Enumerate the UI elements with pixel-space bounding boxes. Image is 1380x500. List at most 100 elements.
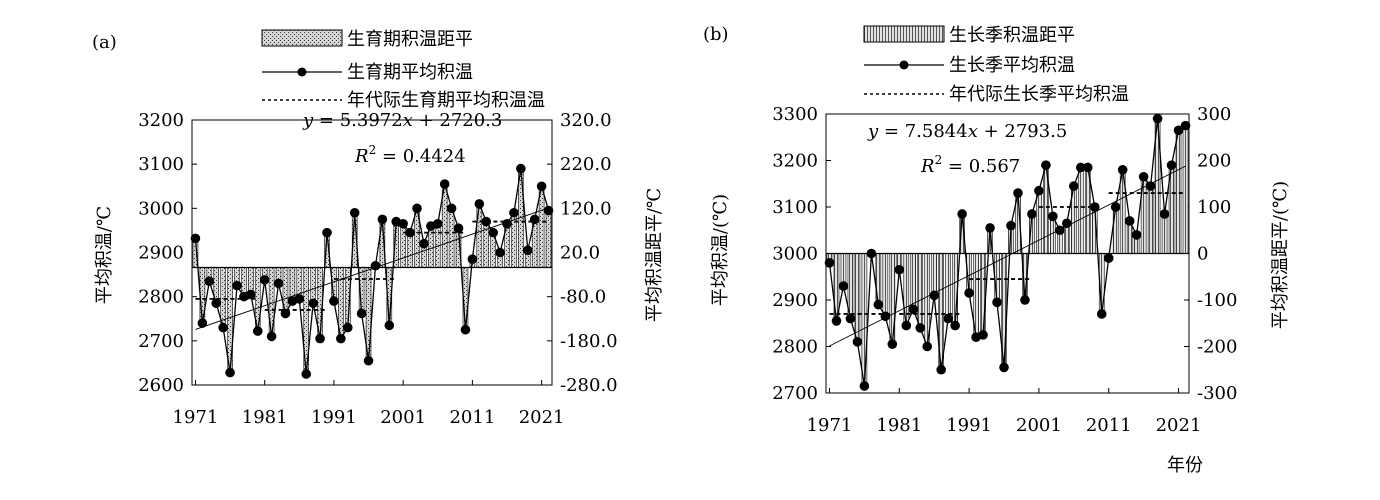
b-data-point	[915, 323, 926, 333]
a-y2tick-label: -80.0	[560, 287, 606, 308]
b-anomaly-bar	[861, 253, 868, 387]
a-data-point	[322, 227, 332, 238]
eq-b-intercept: + 2793.5	[978, 121, 1068, 142]
a-data-point	[495, 247, 505, 258]
b-data-point	[1041, 160, 1051, 170]
a-data-point	[259, 275, 270, 285]
b-data-point	[1096, 309, 1107, 319]
b-data-point	[929, 290, 940, 301]
a-data-point	[522, 245, 533, 256]
a-data-point	[329, 296, 339, 306]
b-data-point	[908, 304, 919, 315]
b-data-point	[999, 362, 1009, 373]
b-data-point	[1048, 211, 1058, 222]
a-data-point	[509, 207, 519, 218]
b-y2tick-label: 200	[1197, 151, 1231, 172]
b-ytick-label: 2900	[772, 290, 818, 311]
a-data-point	[218, 322, 228, 333]
panel-b-equation: y = 7.5844x + 2793.5	[867, 121, 1067, 142]
a-y2tick-label: -180.0	[560, 331, 618, 352]
panel-a-legend: 生育期积温距平 生育期平均积温 年代际生育期平均积温温	[261, 29, 545, 111]
legend-a-bar-swatch	[261, 29, 343, 47]
legend-b-line-marker	[899, 60, 909, 70]
a-data-point	[516, 163, 526, 174]
b-xtick-label: 1991	[946, 415, 992, 436]
a-data-point	[280, 308, 291, 319]
b-xtick-label: 2011	[1086, 415, 1132, 436]
b-anomaly-bar	[1077, 167, 1084, 254]
a-data-point	[439, 179, 450, 189]
b-data-point	[1020, 295, 1030, 305]
eq-b-x: x	[968, 121, 978, 142]
eq-b-y: y	[867, 121, 879, 142]
a-data-point	[342, 322, 353, 333]
b-data-point	[1034, 185, 1044, 196]
b-data-point	[1166, 160, 1177, 170]
a-data-point	[419, 238, 429, 249]
a-anomaly-bar	[220, 267, 226, 328]
a-anomaly-bar	[545, 210, 552, 268]
a-anomaly-bar	[538, 185, 545, 268]
b-data-point	[1062, 218, 1072, 229]
b-y2tick-label: 100	[1197, 197, 1231, 218]
b-data-point	[1013, 188, 1023, 198]
panel-b-y2label: 平均积温距平/(℃)	[1270, 181, 1291, 329]
eq-a-y: y	[302, 110, 314, 131]
r2-b-value: = 0.567	[942, 156, 1020, 177]
b-data-point	[985, 223, 995, 233]
a-y2tick-label: 320.0	[560, 110, 612, 131]
legend-a-dash-label: 年代际生育期平均积温温	[347, 90, 545, 111]
b-data-point	[859, 381, 870, 391]
legend-a-line-label: 生育期平均积温	[347, 62, 473, 83]
b-data-point	[838, 281, 849, 291]
a-data-point	[536, 181, 547, 192]
a-xtick-label: 1981	[242, 407, 288, 428]
a-data-point	[412, 203, 422, 214]
panel-a-label: (a)	[92, 32, 117, 53]
b-xtick-label: 1971	[807, 415, 853, 436]
b-data-point	[901, 320, 912, 331]
eq-b-slope: = 7.5844	[878, 121, 968, 142]
b-data-point	[1006, 220, 1016, 231]
b-y2tick-label: -100	[1197, 290, 1237, 311]
a-xtick-label: 1991	[311, 407, 357, 428]
r2-a-r: R	[354, 146, 369, 167]
b-data-point	[1117, 165, 1128, 175]
panel-a-plot: 2600 2700 2800 2900 3000 3100 3200 -280.0 -180.0…	[138, 110, 617, 428]
b-ytick-label: 3100	[772, 197, 818, 218]
panel-b-ylabel: 平均积温/(℃)	[710, 194, 731, 306]
r2-a-value: = 0.4424	[376, 146, 466, 167]
a-xtick-label: 2011	[449, 407, 495, 428]
b-data-point	[880, 311, 891, 322]
eq-a-slope: = 5.3972	[313, 110, 403, 131]
a-xtick-label: 2001	[380, 407, 426, 428]
a-data-point	[273, 278, 284, 289]
b-xtick-label: 2001	[1016, 415, 1062, 436]
eq-a-intercept: + 2720.3	[413, 110, 503, 131]
panel-a-ylabel: 平均积温/℃	[94, 206, 115, 304]
panel-a: (a) 生育期积温距平 生育期平均积温 年代际生育期平均积温温 2600 2700…	[92, 29, 665, 428]
a-data-point	[252, 326, 263, 336]
panel-b-plot: 2700280029003000310032003300-300-200-100…	[772, 104, 1237, 436]
a-anomaly-bar	[407, 232, 413, 268]
a-data-point	[474, 199, 485, 209]
b-y2tick-label: -300	[1197, 383, 1237, 404]
a-ytick-label: 3200	[138, 110, 184, 131]
legend-b-bar-swatch	[863, 25, 945, 43]
b-anomaly-bar	[1161, 213, 1168, 254]
a-data-point	[301, 369, 312, 379]
panel-b-legend: 生长季积温距平 生长季平均积温 年代际生长季平均积温	[863, 25, 1129, 105]
b-anomaly-bar	[931, 253, 938, 296]
b-anomaly-bar	[1112, 206, 1119, 254]
b-data-point	[852, 337, 863, 347]
b-anomaly-bar	[917, 253, 924, 329]
b-anomaly-bar	[854, 253, 861, 343]
r2-a-sup: 2	[369, 143, 377, 157]
b-data-point	[1075, 162, 1086, 173]
b-anomaly-bar	[910, 253, 917, 310]
a-data-point	[315, 333, 325, 344]
a-data-point	[308, 298, 318, 309]
a-data-point	[370, 260, 381, 271]
a-ytick-label: 2600	[138, 375, 184, 396]
b-data-point	[1082, 162, 1093, 173]
